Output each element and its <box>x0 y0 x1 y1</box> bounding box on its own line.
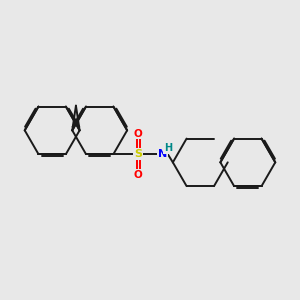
Text: O: O <box>134 128 142 139</box>
Text: N: N <box>158 149 167 159</box>
Text: S: S <box>134 149 142 159</box>
Text: O: O <box>134 170 142 180</box>
Text: H: H <box>164 143 172 153</box>
